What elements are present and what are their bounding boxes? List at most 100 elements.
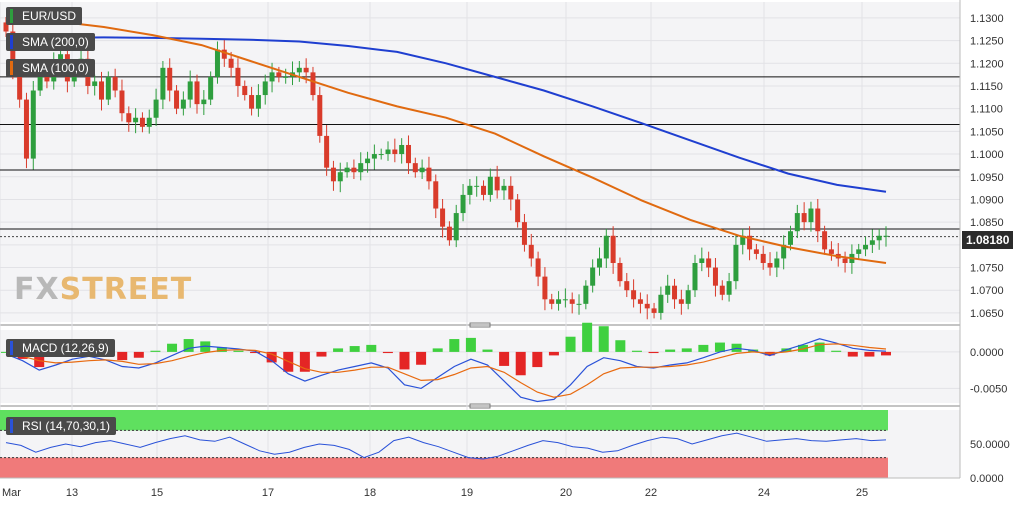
sma100-label[interactable]: SMA (100,0) [6,59,95,77]
macd-histogram-bar [565,336,576,352]
candle-body [426,167,432,182]
macd-histogram-bar [814,342,825,352]
candle-body [269,72,275,82]
candle-body [562,299,568,301]
price-axis-bg [960,0,1032,505]
candle-body [542,276,548,300]
sma200-line [5,36,887,193]
time-tick-label: 19 [461,487,473,499]
candle-body [433,181,439,209]
candle-body [583,285,589,304]
time-tick-label: 22 [645,487,657,499]
macd-histogram-bar [598,326,609,352]
macd-histogram-bar [831,350,842,352]
macd-histogram-bar [631,350,642,352]
candle-body [214,49,220,77]
candle-body [617,262,623,282]
candle-body [856,249,862,254]
candle-body [371,154,377,159]
candle-body [344,167,350,173]
candle-body [576,303,582,305]
time-tick-label: 25 [856,487,868,499]
candle-body [863,244,869,250]
candle-body [58,54,64,64]
macd-histogram-bar [34,351,45,368]
candle-body [194,81,200,105]
candle-body [112,76,118,91]
watermark-fx: FX [14,272,60,307]
candle-body [815,208,821,232]
candle-body [869,240,875,245]
macd-histogram-bar [548,351,559,356]
candle-body [276,72,282,77]
candle-body [494,176,500,191]
candle-body [481,185,487,195]
macd-histogram-bar [665,349,676,352]
macd-histogram-bar [167,343,178,352]
candle-body [405,144,411,164]
candle-body [610,235,616,263]
candle-body [801,213,807,223]
sma100-swatch [10,61,13,75]
candle-body [699,258,705,263]
macd-tick-label: 0.0000 [970,347,1004,359]
candle-body [133,117,139,123]
candle-body [603,235,609,259]
main-pane-bg [0,2,960,322]
macd-histogram-bar [183,339,194,352]
macd-histogram-bar [432,348,443,352]
macd-histogram-bar [133,351,144,358]
rsi-line [5,432,887,460]
rsi-label[interactable]: RSI (14,70,30,1) [6,417,117,435]
candle-body [637,299,643,304]
candle-body [440,208,446,227]
candle-body [753,249,759,254]
candle-body [685,290,691,304]
price-tick-label: 1.0900 [970,194,1004,206]
macd-histogram-bar [881,351,891,356]
macd-histogram-bar [266,351,277,363]
candle-body [508,185,514,200]
rsi-tick-label: 0.0000 [970,473,1004,485]
macd-histogram-bar [117,351,128,361]
macd-text: MACD (12,26,9) [22,341,109,355]
symbol-swatch [10,9,13,23]
candle-body [337,172,343,182]
candle-body [208,76,214,100]
candle-body [467,185,473,195]
candle-body [324,135,330,168]
candle-body [160,67,166,100]
candle-body [399,144,405,155]
price-tick-label: 1.0700 [970,285,1004,297]
rsi-oversold-zone [0,457,888,478]
candle-body [392,149,398,155]
candle-body [631,290,637,300]
macd-histogram-bar [299,351,310,372]
macd-histogram-bar [399,351,410,370]
candle-body [672,285,678,300]
candle-body [760,253,766,263]
macd-histogram-bar [864,351,875,357]
macd-histogram-bar [698,344,709,352]
symbol-text: EUR/USD [22,9,77,23]
candle-body [460,194,466,214]
time-tick-label: 24 [758,487,770,499]
candle-body [23,99,29,159]
macd-histogram-bar [582,322,593,352]
candle-body [733,244,739,282]
candle-body [596,258,602,268]
candle-body [317,95,323,136]
sma200-label[interactable]: SMA (200,0) [6,33,95,51]
rsi-swatch [10,419,13,433]
macd-histogram-bar [250,351,261,354]
candle-body [412,163,418,173]
symbol-label[interactable]: EUR/USD [6,7,83,25]
candle-body [187,81,193,100]
candle-body [515,199,521,223]
candle-body [262,81,268,96]
candle-body [228,58,234,68]
macd-histogram-bar [150,350,161,352]
macd-label[interactable]: MACD (12,26,9) [6,339,115,357]
macd-histogram-bar [316,351,327,357]
